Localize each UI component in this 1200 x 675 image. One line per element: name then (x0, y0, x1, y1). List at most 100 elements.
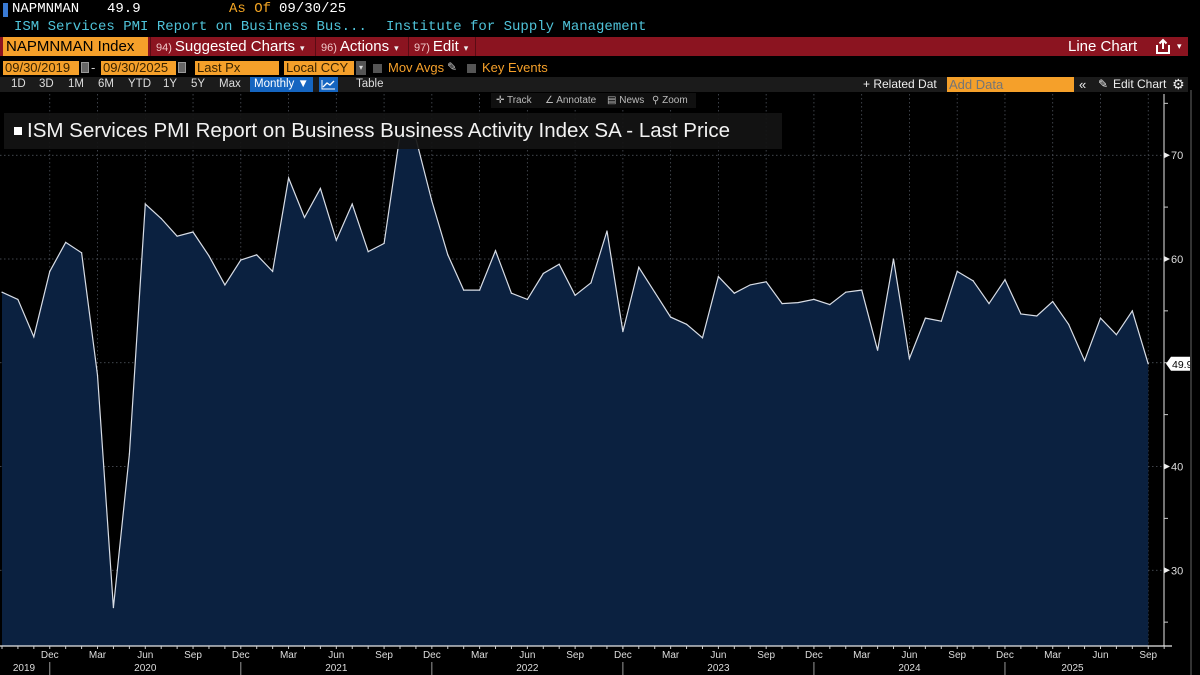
data-point (1115, 334, 1117, 336)
data-point (1004, 279, 1006, 281)
x-tick-label: Mar (471, 650, 489, 661)
data-point (335, 239, 337, 241)
line-chart-toggle[interactable] (319, 77, 338, 92)
data-point (272, 270, 274, 273)
y-tick-label: 30 (1171, 565, 1183, 577)
x-tick-label: Sep (375, 650, 393, 661)
mov-avgs-checkbox[interactable] (373, 64, 382, 73)
x-year-label: 2024 (898, 663, 921, 674)
x-tick-label: Jun (1092, 650, 1108, 661)
x-year-label: 2022 (516, 663, 539, 674)
data-point (17, 298, 19, 301)
menu-number: 94) (156, 42, 172, 54)
y-tick-marker (1164, 255, 1170, 262)
data-point (49, 270, 51, 273)
data-point (861, 289, 863, 291)
period-1m[interactable]: 1M (68, 78, 84, 90)
data-point (351, 203, 353, 205)
share-icon[interactable] (1154, 38, 1172, 55)
legend-swatch (14, 127, 22, 135)
period-3d[interactable]: 3D (39, 78, 54, 90)
data-point (924, 317, 926, 319)
x-tick-label: Jun (328, 650, 344, 661)
period-5y[interactable]: 5Y (191, 78, 206, 90)
gear-icon[interactable]: ⚙ (1172, 76, 1185, 92)
data-point (176, 235, 178, 237)
date-separator: - (91, 60, 96, 75)
collapse-icon[interactable]: « (1079, 77, 1087, 92)
security-description: ISM Services PMI Report on Business Bus.… (14, 19, 367, 35)
x-year-label: 2020 (134, 663, 157, 674)
start-date-input[interactable]: 09/30/2019 (3, 61, 79, 75)
annotate-tool[interactable]: ∠ Annotate (545, 93, 596, 108)
data-point (144, 203, 146, 205)
data-point (463, 289, 465, 291)
pencil-icon[interactable]: ✎ (1098, 77, 1109, 91)
menu-label: Edit (432, 38, 459, 55)
track-label: Track (506, 95, 532, 106)
period-ytd[interactable]: YTD (128, 78, 151, 90)
period-1y[interactable]: 1Y (163, 78, 178, 90)
frequency-selector[interactable]: Monthly ▼ (250, 77, 313, 92)
caret-down-icon[interactable]: ▾ (356, 61, 366, 75)
actions-menu[interactable]: 96) Actions ▾ (315, 37, 408, 56)
annotate-icon: ∠ (545, 95, 557, 106)
caret-down-icon: ▾ (394, 43, 399, 53)
period-1d[interactable]: 1D (11, 78, 26, 90)
data-point (65, 241, 67, 243)
period-6m[interactable]: 6M (98, 78, 114, 90)
data-point (33, 336, 35, 338)
as-of-date: 09/30/25 (279, 1, 347, 17)
data-point (208, 255, 210, 257)
annotate-label: Annotate (556, 95, 597, 106)
y-tick-marker (1164, 152, 1170, 159)
data-point (494, 250, 497, 252)
data-point (733, 292, 735, 294)
news-tool[interactable]: ▤ News (607, 93, 644, 108)
data-point (447, 254, 449, 256)
security-marker (3, 3, 8, 17)
security-input[interactable]: NAPMNMAN Index (3, 37, 148, 56)
x-year-label: 2023 (707, 663, 730, 674)
calendar-icon[interactable] (178, 62, 186, 73)
data-point (1, 291, 3, 293)
data-point (431, 200, 433, 202)
data-point (908, 357, 911, 360)
key-events-checkbox[interactable] (467, 64, 476, 73)
data-point (240, 259, 242, 261)
y-tick-marker (1164, 567, 1170, 574)
x-tick-label: Dec (614, 650, 632, 661)
track-tool[interactable]: ✛ Track (496, 93, 532, 108)
x-year-label: 2025 (1061, 663, 1084, 674)
add-data-input[interactable] (947, 77, 1074, 92)
data-point (303, 216, 306, 219)
calendar-icon[interactable] (81, 62, 89, 73)
x-tick-label: Dec (423, 650, 441, 661)
data-point (1147, 363, 1149, 365)
last-value-label: 49.9 (1172, 359, 1193, 371)
field-selector[interactable]: Last Px (195, 61, 279, 75)
edit-menu[interactable]: 97) Edit ▾ (408, 37, 476, 56)
zoom-tool[interactable]: ⚲ Zoom (652, 93, 688, 108)
menu-label: Actions (339, 38, 390, 55)
news-icon: ▤ (607, 95, 620, 106)
pencil-icon[interactable]: ✎ (447, 60, 458, 74)
end-date-input[interactable]: 09/30/2025 (101, 61, 176, 75)
caret-down-icon[interactable]: ▾ (1177, 41, 1182, 51)
edit-chart-button[interactable]: Edit Chart (1113, 77, 1167, 91)
currency-selector[interactable]: Local CCY (284, 61, 354, 75)
data-point (606, 230, 608, 232)
y-tick-label: 40 (1171, 461, 1183, 473)
data-point (319, 187, 321, 190)
period-max[interactable]: Max (219, 78, 241, 90)
related-data-button[interactable]: + Related Dat (863, 77, 937, 91)
x-tick-label: Sep (1139, 650, 1157, 661)
table-view-button[interactable]: Table (356, 78, 384, 90)
x-tick-label: Mar (1044, 650, 1062, 661)
line-chart-icon (321, 80, 335, 90)
suggested-charts-menu[interactable]: 94) Suggested Charts ▾ (150, 37, 315, 56)
chart-type-label[interactable]: Line Chart (1068, 38, 1138, 55)
key-events-label: Key Events (482, 60, 548, 75)
period-bar (0, 77, 860, 92)
data-point (81, 252, 83, 254)
